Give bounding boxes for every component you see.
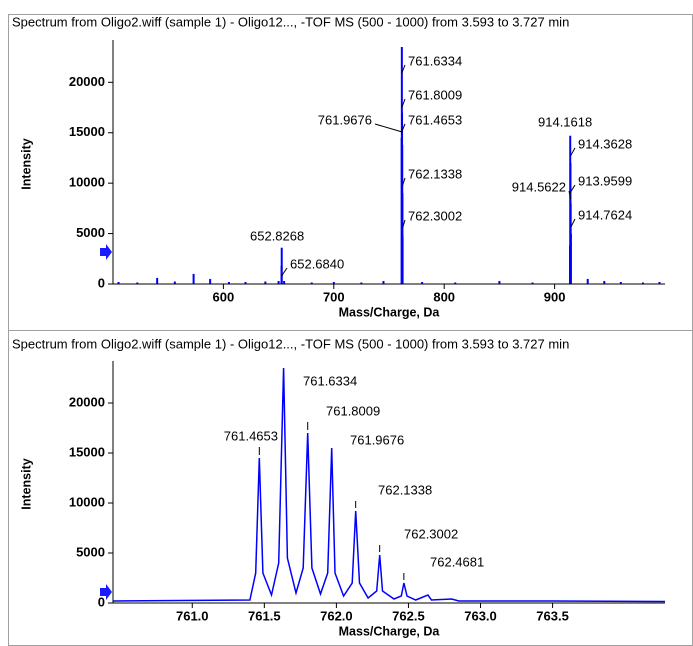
peak-label: 761.4653 bbox=[224, 428, 278, 443]
y-tick-label: 20000 bbox=[69, 74, 105, 89]
label-leader bbox=[402, 219, 406, 229]
label-leader bbox=[374, 123, 403, 133]
y-tick-label: 10000 bbox=[69, 175, 105, 190]
peak-label: 761.6334 bbox=[408, 53, 462, 68]
y-tick-label: 10000 bbox=[69, 494, 105, 509]
peak-label: 762.1338 bbox=[378, 482, 432, 497]
x-tick-label: 762.5 bbox=[392, 608, 425, 623]
x-tick-label: 700 bbox=[323, 289, 345, 304]
x-tick-label: 761.5 bbox=[248, 608, 281, 623]
x-axis-title: Mass/Charge, Da bbox=[339, 624, 441, 638]
label-leader bbox=[569, 184, 576, 194]
peak-label: 652.6840 bbox=[290, 256, 344, 271]
label-leader bbox=[281, 267, 288, 277]
peak-label: 761.9676 bbox=[318, 112, 372, 127]
peak-label: 762.3002 bbox=[404, 526, 458, 541]
y-tick-label: 0 bbox=[98, 275, 105, 290]
peak-label: 762.3002 bbox=[408, 208, 462, 223]
peak-label: 761.8009 bbox=[326, 403, 380, 418]
label-leader bbox=[570, 147, 576, 157]
x-tick-label: 800 bbox=[433, 289, 455, 304]
x-tick-label: 600 bbox=[213, 289, 235, 304]
peak-label: 914.5622 bbox=[512, 179, 566, 194]
y-tick-label: 15000 bbox=[69, 124, 105, 139]
peak-label: 761.6334 bbox=[303, 373, 357, 388]
x-axis-title: Mass/Charge, Da bbox=[339, 305, 441, 319]
label-leader bbox=[568, 190, 572, 200]
label-leader bbox=[401, 64, 406, 74]
peak-label: 914.7624 bbox=[578, 207, 632, 222]
peak-label: 914.3628 bbox=[578, 136, 632, 151]
peak-label: 762.1338 bbox=[408, 166, 462, 181]
peak-label: 652.8268 bbox=[250, 228, 304, 243]
peak-label: 761.8009 bbox=[408, 87, 462, 102]
label-leader bbox=[570, 218, 576, 228]
y-tick-label: 20000 bbox=[69, 394, 105, 409]
threshold-arrow bbox=[100, 244, 112, 260]
panel-title: Spectrum from Oligo2.wiff (sample 1) - O… bbox=[12, 336, 569, 351]
threshold-arrow bbox=[100, 584, 112, 600]
peak-label: 761.9676 bbox=[350, 432, 404, 447]
label-leader bbox=[401, 123, 406, 133]
spectrum-line bbox=[112, 367, 666, 603]
x-tick-label: 761.0 bbox=[176, 608, 209, 623]
y-tick-label: 15000 bbox=[69, 444, 105, 459]
x-tick-label: 762.0 bbox=[320, 608, 353, 623]
peak-label: 914.1618 bbox=[538, 114, 592, 129]
y-axis-title: Intensity bbox=[19, 138, 33, 189]
label-leader bbox=[401, 98, 406, 108]
peak-label: 761.4653 bbox=[408, 112, 462, 127]
peak-label: 762.4681 bbox=[430, 554, 484, 569]
x-tick-label: 763.5 bbox=[536, 608, 569, 623]
y-tick-label: 5000 bbox=[76, 225, 105, 240]
y-tick-label: 0 bbox=[98, 594, 105, 609]
label-leader bbox=[401, 177, 406, 187]
x-tick-label: 900 bbox=[544, 289, 566, 304]
y-axis-title: Intensity bbox=[19, 458, 33, 509]
panel-title: Spectrum from Oligo2.wiff (sample 1) - O… bbox=[12, 14, 569, 29]
peak-label: 913.9599 bbox=[578, 173, 632, 188]
y-tick-label: 5000 bbox=[76, 544, 105, 559]
x-tick-label: 763.0 bbox=[464, 608, 497, 623]
